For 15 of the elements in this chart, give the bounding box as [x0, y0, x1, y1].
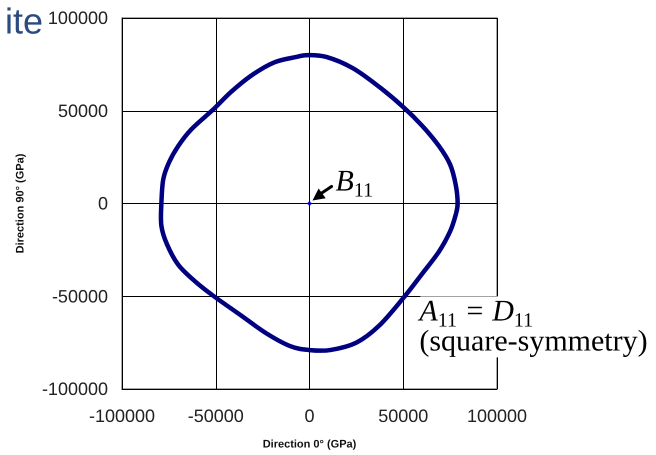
- annotation: A$_{11}$ = D$_{11}$ (square-symmetry): [417, 294, 648, 358]
- y-tick-label: 50000: [58, 100, 108, 121]
- annotation: B$_{11}$: [336, 164, 374, 202]
- chart-title: ite: [5, 0, 44, 42]
- y-tick-label: 100000: [48, 8, 108, 28]
- y-tick-label: -100000: [42, 379, 108, 399]
- y-tick-label: -50000: [52, 286, 108, 306]
- x-tick-label: 50000: [378, 406, 428, 426]
- x-tick-label: 0: [304, 406, 315, 426]
- y-axis-title: Direction 90° (GPa): [14, 153, 26, 254]
- x-tick-label: -50000: [188, 406, 244, 426]
- x-axis-title: Direction 0° (GPa): [262, 438, 357, 450]
- y-tick-label: 0: [98, 194, 108, 214]
- x-tick-label: 100000: [466, 406, 528, 426]
- x-tick-label: -100000: [88, 406, 156, 426]
